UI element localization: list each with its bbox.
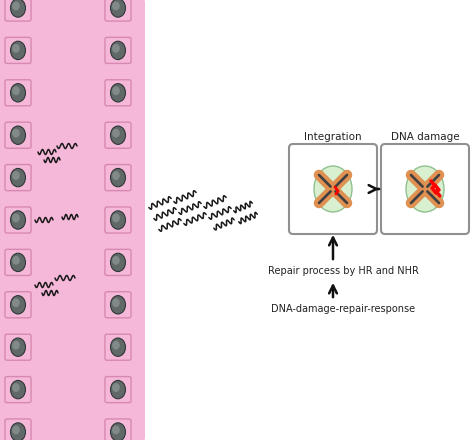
FancyBboxPatch shape xyxy=(5,334,31,360)
FancyBboxPatch shape xyxy=(5,165,31,191)
Ellipse shape xyxy=(12,1,20,11)
Ellipse shape xyxy=(112,44,120,53)
Ellipse shape xyxy=(110,423,126,440)
FancyBboxPatch shape xyxy=(5,37,31,63)
Text: Repair process by HR and NHR: Repair process by HR and NHR xyxy=(267,266,419,276)
FancyBboxPatch shape xyxy=(105,80,131,106)
Ellipse shape xyxy=(112,213,120,222)
FancyBboxPatch shape xyxy=(5,0,31,21)
Ellipse shape xyxy=(112,256,120,265)
Ellipse shape xyxy=(12,341,20,349)
Ellipse shape xyxy=(112,425,120,434)
Ellipse shape xyxy=(112,86,120,95)
Ellipse shape xyxy=(10,84,26,102)
FancyBboxPatch shape xyxy=(289,144,377,234)
Text: Integration: Integration xyxy=(304,132,362,142)
Ellipse shape xyxy=(10,253,26,271)
FancyBboxPatch shape xyxy=(105,165,131,191)
Ellipse shape xyxy=(110,41,126,59)
Ellipse shape xyxy=(110,169,126,187)
Ellipse shape xyxy=(112,298,120,307)
FancyBboxPatch shape xyxy=(105,292,131,318)
Ellipse shape xyxy=(110,296,126,314)
FancyBboxPatch shape xyxy=(105,419,131,440)
Ellipse shape xyxy=(12,86,20,95)
Ellipse shape xyxy=(112,171,120,180)
FancyBboxPatch shape xyxy=(5,419,31,440)
Ellipse shape xyxy=(112,1,120,11)
Ellipse shape xyxy=(10,423,26,440)
FancyBboxPatch shape xyxy=(5,249,31,275)
FancyBboxPatch shape xyxy=(5,207,31,233)
Ellipse shape xyxy=(12,44,20,53)
Ellipse shape xyxy=(12,213,20,222)
FancyBboxPatch shape xyxy=(105,377,131,403)
Ellipse shape xyxy=(12,425,20,434)
Ellipse shape xyxy=(10,41,26,59)
Ellipse shape xyxy=(10,381,26,399)
Ellipse shape xyxy=(12,383,20,392)
FancyBboxPatch shape xyxy=(105,37,131,63)
FancyBboxPatch shape xyxy=(105,207,131,233)
Ellipse shape xyxy=(110,126,126,144)
Ellipse shape xyxy=(112,341,120,349)
Text: DNA-damage-repair-response: DNA-damage-repair-response xyxy=(271,304,415,314)
FancyBboxPatch shape xyxy=(0,0,145,440)
Ellipse shape xyxy=(12,171,20,180)
Ellipse shape xyxy=(110,338,126,356)
Ellipse shape xyxy=(10,338,26,356)
Ellipse shape xyxy=(406,166,444,212)
Ellipse shape xyxy=(10,169,26,187)
Ellipse shape xyxy=(112,129,120,138)
FancyBboxPatch shape xyxy=(381,144,469,234)
FancyBboxPatch shape xyxy=(105,249,131,275)
FancyBboxPatch shape xyxy=(105,0,131,21)
FancyBboxPatch shape xyxy=(105,334,131,360)
FancyBboxPatch shape xyxy=(5,122,31,148)
FancyBboxPatch shape xyxy=(5,80,31,106)
Ellipse shape xyxy=(112,383,120,392)
Ellipse shape xyxy=(314,166,352,212)
Ellipse shape xyxy=(10,126,26,144)
Ellipse shape xyxy=(12,256,20,265)
FancyBboxPatch shape xyxy=(5,377,31,403)
Ellipse shape xyxy=(10,211,26,229)
FancyBboxPatch shape xyxy=(5,292,31,318)
Ellipse shape xyxy=(110,211,126,229)
Ellipse shape xyxy=(10,0,26,17)
Ellipse shape xyxy=(110,381,126,399)
Ellipse shape xyxy=(110,84,126,102)
Ellipse shape xyxy=(10,296,26,314)
Ellipse shape xyxy=(12,298,20,307)
Ellipse shape xyxy=(12,129,20,138)
FancyBboxPatch shape xyxy=(105,122,131,148)
Ellipse shape xyxy=(110,0,126,17)
Text: DNA damage: DNA damage xyxy=(391,132,459,142)
Ellipse shape xyxy=(110,253,126,271)
